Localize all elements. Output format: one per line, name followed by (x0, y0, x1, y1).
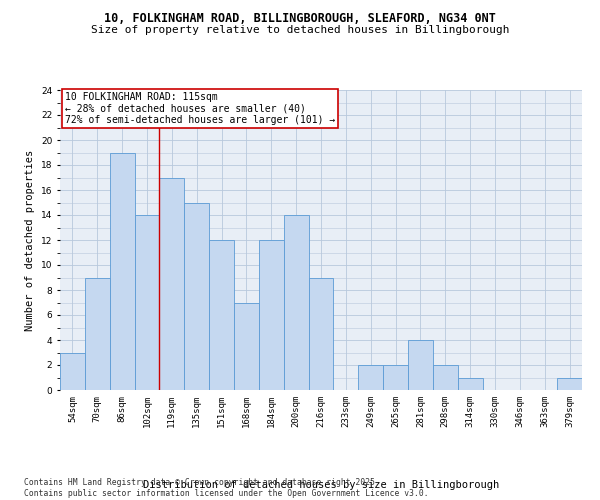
Bar (184, 202, 209, 390)
Bar (234, 302, 259, 390)
Bar (60, 352, 85, 390)
Bar (160, 178, 184, 390)
Bar (110, 152, 134, 390)
Bar (209, 240, 234, 390)
Text: 10, FOLKINGHAM ROAD, BILLINGBOROUGH, SLEAFORD, NG34 0NT: 10, FOLKINGHAM ROAD, BILLINGBOROUGH, SLE… (104, 12, 496, 26)
Bar (85, 278, 110, 390)
Bar (433, 365, 458, 390)
Bar (408, 340, 433, 390)
Bar (383, 365, 408, 390)
Bar (557, 378, 582, 390)
Bar (284, 215, 308, 390)
Bar (358, 365, 383, 390)
Bar (259, 240, 284, 390)
Text: Size of property relative to detached houses in Billingborough: Size of property relative to detached ho… (91, 25, 509, 35)
Text: 10 FOLKINGHAM ROAD: 115sqm
← 28% of detached houses are smaller (40)
72% of semi: 10 FOLKINGHAM ROAD: 115sqm ← 28% of deta… (65, 92, 335, 124)
Bar (458, 378, 482, 390)
Text: Contains HM Land Registry data © Crown copyright and database right 2025.
Contai: Contains HM Land Registry data © Crown c… (24, 478, 428, 498)
X-axis label: Distribution of detached houses by size in Billingborough: Distribution of detached houses by size … (143, 480, 499, 490)
Bar (134, 215, 160, 390)
Y-axis label: Number of detached properties: Number of detached properties (25, 150, 35, 330)
Bar (308, 278, 334, 390)
